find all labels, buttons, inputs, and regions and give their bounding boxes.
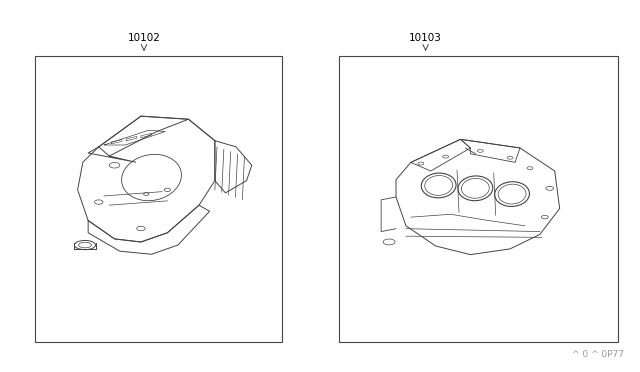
Bar: [35, 56, 282, 342]
Text: 10103: 10103: [409, 33, 442, 43]
Text: 10102: 10102: [127, 33, 161, 43]
Bar: [339, 56, 618, 342]
Text: ^ 0 ^ 0P77: ^ 0 ^ 0P77: [572, 350, 624, 359]
